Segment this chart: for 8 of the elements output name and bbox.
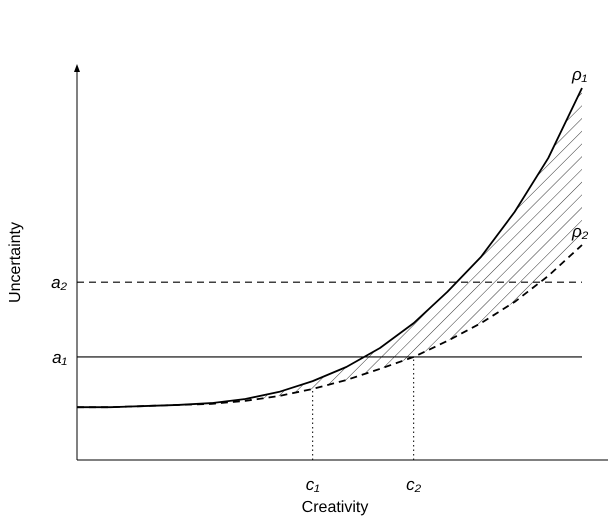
series-label: ρ₁ xyxy=(571,65,588,84)
x-axis-title: Creativity xyxy=(302,499,368,516)
ref-line-label: a₁ xyxy=(52,348,67,367)
y-axis-title: Uncertainty xyxy=(7,222,24,303)
ref-line-label: a₂ xyxy=(51,273,68,292)
x-tick-label: c₂ xyxy=(406,475,422,494)
x-tick-label: c₁ xyxy=(306,475,320,494)
series-label: ρ₂ xyxy=(571,222,589,241)
